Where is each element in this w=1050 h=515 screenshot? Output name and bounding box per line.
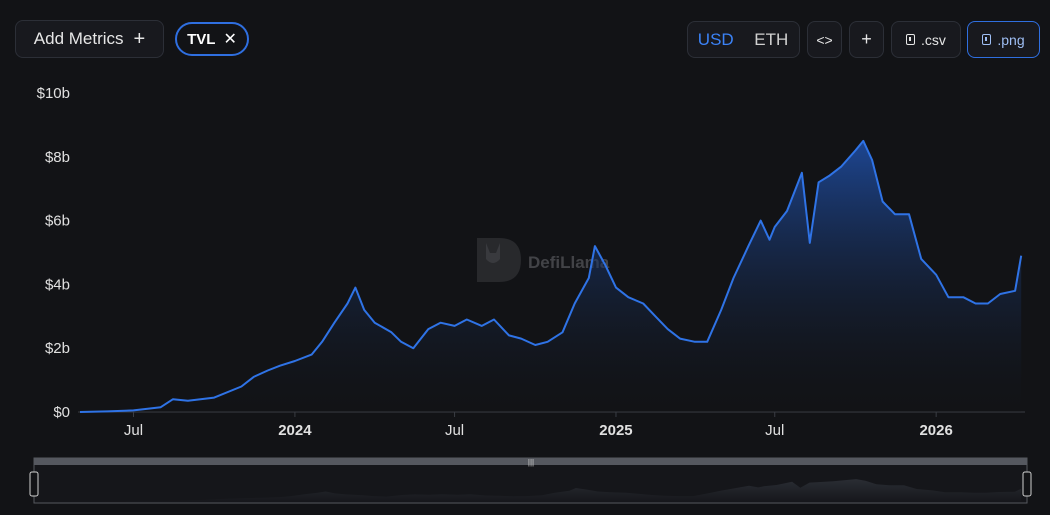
metric-chip-label: TVL (187, 30, 216, 48)
y-tick-label: $4b (45, 276, 70, 293)
add-metrics-label: Add Metrics (33, 29, 124, 48)
plus-icon: + (861, 29, 872, 49)
download-png-button[interactable]: .png (967, 21, 1040, 58)
png-label: .png (997, 31, 1025, 48)
currency-toggle: USD ETH (687, 21, 800, 58)
range-slider-right-handle[interactable] (1022, 471, 1032, 497)
x-tick-label: Jul (445, 422, 464, 439)
download-csv-button[interactable]: .csv (891, 21, 961, 58)
chart-toolbar: Add Metrics + TVL ✕ USD ETH <> + .csv .p… (0, 0, 1050, 75)
y-tick-label: $8b (45, 149, 70, 166)
close-icon[interactable]: ✕ (223, 31, 237, 48)
y-tick-label: $10b (37, 85, 70, 102)
csv-label: .csv (921, 31, 946, 48)
add-chart-button[interactable]: + (849, 21, 884, 58)
y-tick-label: $0 (53, 404, 70, 421)
range-slider[interactable]: ||| (29, 457, 1032, 504)
llama-logo-icon (477, 238, 521, 282)
code-icon: <> (816, 31, 833, 48)
currency-eth-button[interactable]: ETH (754, 29, 789, 49)
plus-icon: + (133, 28, 146, 50)
metric-chip-tvl[interactable]: TVL ✕ (175, 22, 249, 56)
x-tick-label: 2025 (599, 422, 632, 439)
add-metrics-button[interactable]: Add Metrics + (15, 20, 164, 58)
tvl-chart: $0 $2b $4b $6b $8b $10b Jul 2024 Jul 2025 Jul 2026… (29, 85, 1032, 504)
tvl-line (79, 139, 1023, 413)
embed-button[interactable]: <> (807, 21, 842, 58)
watermark-text: DefiLlama (528, 253, 610, 272)
watermark: DefiLlama (477, 238, 610, 282)
y-tick-label: $2b (45, 340, 70, 357)
tvl-area (80, 140, 1022, 412)
range-slider-grip[interactable]: ||| (528, 458, 534, 467)
range-slider-left-handle[interactable] (29, 471, 39, 497)
x-tick-label: Jul (124, 422, 143, 439)
range-slider-preview (38, 479, 1022, 502)
x-tick-label: 2024 (278, 422, 312, 439)
x-tick-label: 2026 (919, 422, 952, 439)
x-axis: Jul 2024 Jul 2025 Jul 2026 (124, 412, 953, 439)
currency-usd-button[interactable]: USD (697, 29, 734, 49)
download-file-icon (982, 34, 992, 45)
download-file-icon (906, 34, 916, 45)
y-tick-label: $6b (45, 213, 70, 230)
range-slider-bar[interactable] (34, 458, 1027, 465)
y-axis: $0 $2b $4b $6b $8b $10b (37, 85, 70, 421)
x-tick-label: Jul (765, 422, 784, 439)
